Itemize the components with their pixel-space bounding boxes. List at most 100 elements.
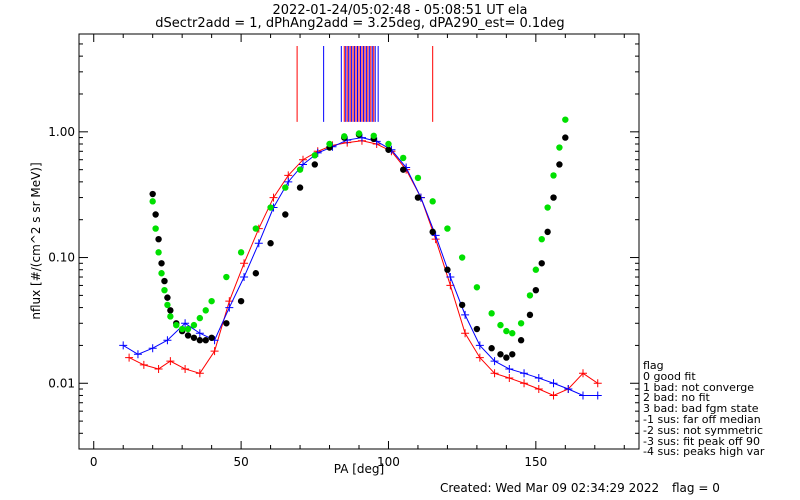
data-point xyxy=(475,353,484,362)
y-tick-label: 0.10 xyxy=(48,251,75,265)
fit-point xyxy=(149,198,156,205)
data-point xyxy=(461,310,470,319)
fit-point xyxy=(488,345,495,352)
fit-point xyxy=(355,130,363,137)
data-point xyxy=(181,364,190,373)
legend-entry: -1 sus: far off median xyxy=(643,412,761,426)
fit-point xyxy=(158,270,165,277)
fit-point xyxy=(517,320,525,327)
axis-ticks xyxy=(79,33,639,450)
data-point xyxy=(119,341,128,350)
y-tick-label: 0.01 xyxy=(48,376,75,390)
fit-point xyxy=(488,310,495,317)
fit-point xyxy=(155,249,162,256)
fit-point xyxy=(158,260,165,267)
x-axis-label: PA [deg] xyxy=(334,462,384,476)
fit-point xyxy=(497,321,504,329)
fit-point xyxy=(296,184,304,191)
legend-title: flag xyxy=(643,359,664,372)
data-point xyxy=(534,374,543,383)
fit-point xyxy=(167,307,174,314)
fit-point xyxy=(326,140,333,148)
fit-point xyxy=(190,321,198,329)
fit-point xyxy=(282,184,289,191)
series-blue xyxy=(119,133,602,400)
data-point xyxy=(490,357,499,366)
fit-point xyxy=(267,204,274,211)
data-point xyxy=(166,357,175,366)
flag-status: flag = 0 xyxy=(672,481,720,495)
fit-point xyxy=(503,354,510,361)
fit-point xyxy=(444,266,451,273)
fit-point xyxy=(544,228,551,236)
legend-entry: -2 sus: not symmetric xyxy=(643,423,763,437)
fit-point xyxy=(429,228,436,236)
fit-point xyxy=(267,240,274,247)
data-point xyxy=(549,379,558,388)
data-point xyxy=(240,273,249,282)
fit-point xyxy=(532,286,540,294)
fit-point xyxy=(473,325,481,333)
data-point xyxy=(446,273,455,282)
fit-point xyxy=(252,225,260,232)
fit-point xyxy=(556,161,563,168)
fit-point xyxy=(544,204,551,211)
fit-point xyxy=(196,337,204,344)
fit-point xyxy=(196,314,204,322)
data-point xyxy=(125,353,134,362)
fit-point xyxy=(414,194,422,201)
fit-point xyxy=(526,311,534,319)
fit-point xyxy=(252,270,260,277)
data-point xyxy=(520,369,529,378)
fit-point xyxy=(458,301,466,309)
data-point xyxy=(139,360,148,369)
fit-point xyxy=(208,334,215,341)
fit-point xyxy=(190,334,198,341)
fit-point xyxy=(385,140,392,148)
data-point xyxy=(593,379,602,388)
tick-labels: 0 50 100 150 0.01 0.10 1.00 xyxy=(48,125,547,469)
data-point xyxy=(225,303,234,312)
data-point xyxy=(446,281,455,290)
data-point xyxy=(490,369,499,378)
fit-point xyxy=(503,327,510,335)
series-black-fit xyxy=(149,131,569,361)
fit-point xyxy=(400,154,407,162)
legend-entry: 2 bad: no fit xyxy=(643,391,710,405)
data-point xyxy=(534,385,543,394)
fit-point xyxy=(223,320,230,327)
fit-point xyxy=(282,211,289,218)
fit-point xyxy=(208,297,215,305)
fit-point xyxy=(152,211,159,218)
flag-legend: flag 0 good fit 1 bad: not converge 2 ba… xyxy=(643,359,765,459)
data-point xyxy=(195,329,204,338)
series-line xyxy=(128,140,599,396)
data-point xyxy=(269,193,278,202)
fit-point xyxy=(311,152,318,159)
fit-point xyxy=(556,144,563,151)
data-point xyxy=(148,344,157,353)
legend-entry: 3 bad: bad fgm state xyxy=(643,402,759,416)
fit-point xyxy=(164,294,171,301)
legend-entry: -4 sus: peaks high var xyxy=(643,445,765,459)
created-timestamp: Created: Wed Mar 09 02:34:29 2022 xyxy=(440,481,660,495)
fit-point xyxy=(178,325,186,333)
fit-point xyxy=(562,134,569,141)
fit-point xyxy=(526,292,534,299)
fit-point xyxy=(497,351,504,358)
fit-point xyxy=(385,146,392,153)
legend-entry: 1 bad: not converge xyxy=(643,380,755,394)
data-point xyxy=(475,341,484,350)
fit-point xyxy=(414,174,422,182)
fit-point xyxy=(509,330,516,337)
data-point xyxy=(133,350,142,359)
series-line xyxy=(122,137,598,396)
upper-tick-lines xyxy=(296,46,434,122)
y-axis-label: nflux [#/(cm^2 s sr MeV)] xyxy=(29,162,43,319)
fit-point xyxy=(517,337,525,344)
fit-point xyxy=(458,254,466,261)
fit-point xyxy=(532,266,540,273)
legend-entry: -3 sus: fit peak off 90 xyxy=(643,434,760,448)
fit-point xyxy=(538,235,545,243)
x-tick-label: 100 xyxy=(377,455,400,469)
